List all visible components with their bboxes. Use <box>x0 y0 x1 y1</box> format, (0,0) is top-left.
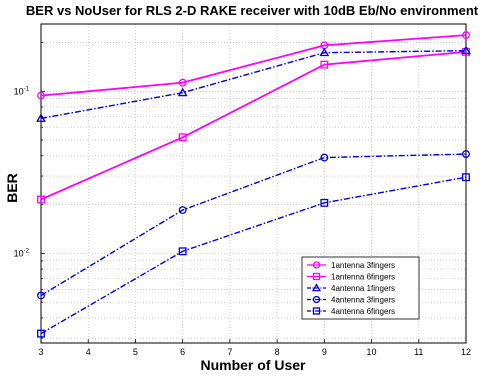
legend-label: 1antenna 6fingers <box>331 273 395 282</box>
x-tick-label: 4 <box>86 347 91 357</box>
x-tick-label: 9 <box>322 347 327 357</box>
data-point <box>37 291 45 300</box>
data-point <box>178 206 187 215</box>
data-point <box>36 113 46 122</box>
legend-label: 4antenna 6fingers <box>331 307 395 316</box>
series-line <box>40 176 467 335</box>
data-point <box>462 31 470 40</box>
x-tick-label: 10 <box>367 347 377 357</box>
data-point <box>320 60 329 69</box>
data-point <box>177 87 188 97</box>
data-point <box>37 329 45 338</box>
legend-label: 1antenna 3fingers <box>331 261 395 270</box>
legend-label: 4antenna 3fingers <box>331 296 395 305</box>
legend-item: 1antenna 3fingers <box>307 261 395 270</box>
legend-item: 1antenna 6fingers <box>307 273 395 282</box>
chart-title: BER vs NoUser for RLS 2-D RAKE receiver … <box>26 3 479 18</box>
series-line <box>40 49 467 120</box>
series-line <box>40 34 467 97</box>
plot-area-frame <box>40 23 467 344</box>
data-point <box>462 150 470 158</box>
data-point <box>320 198 329 207</box>
data-point <box>37 195 45 204</box>
data-point <box>320 153 329 162</box>
data-point <box>461 45 471 55</box>
legend-item: 4antenna 3fingers <box>307 296 395 305</box>
legend: 1antenna 3fingers 1antenna 6fingers 4anten… <box>301 256 420 320</box>
series-2 <box>36 45 471 122</box>
series-4 <box>37 173 470 338</box>
legend-marker-sample <box>311 283 322 292</box>
x-axis-label: Number of User <box>200 357 306 373</box>
data-point <box>178 247 187 256</box>
data-point <box>319 47 330 57</box>
data-point <box>178 78 187 87</box>
legend-item: 4antenna 6fingers <box>307 307 395 316</box>
y-tick-base: 10 <box>14 86 24 96</box>
y-axis-label: BER <box>4 173 20 203</box>
y-tick-exponent: -2 <box>24 248 30 254</box>
legend-label: 4antenna 1fingers <box>331 284 395 293</box>
legend-item: 4antenna 1fingers <box>307 283 395 293</box>
x-tick-label: 7 <box>227 347 232 357</box>
legend-marker-sample <box>312 295 321 304</box>
data-point <box>462 173 470 182</box>
x-tick-label: 3 <box>38 347 43 357</box>
series-group <box>36 31 471 338</box>
x-tick-label: 12 <box>461 347 471 357</box>
data-point <box>37 91 45 100</box>
legend-marker-sample <box>312 307 321 315</box>
legend-marker-sample <box>312 272 321 281</box>
series-1 <box>37 47 470 204</box>
series-line <box>40 153 467 297</box>
legend-marker-sample <box>312 261 321 269</box>
x-tick-label: 11 <box>414 347 423 357</box>
series-0 <box>37 31 470 100</box>
y-tick-label: 10-2 <box>14 248 30 258</box>
x-tick-label: 8 <box>275 347 280 357</box>
series-3 <box>37 150 470 300</box>
data-point <box>178 133 187 142</box>
x-tick-label: 6 <box>180 347 185 357</box>
y-tick-label: 10-1 <box>14 86 30 96</box>
y-tick-base: 10 <box>14 248 24 258</box>
y-tick-exponent: -1 <box>24 86 30 92</box>
x-tick-label: 5 <box>133 347 138 357</box>
series-line <box>40 50 467 201</box>
